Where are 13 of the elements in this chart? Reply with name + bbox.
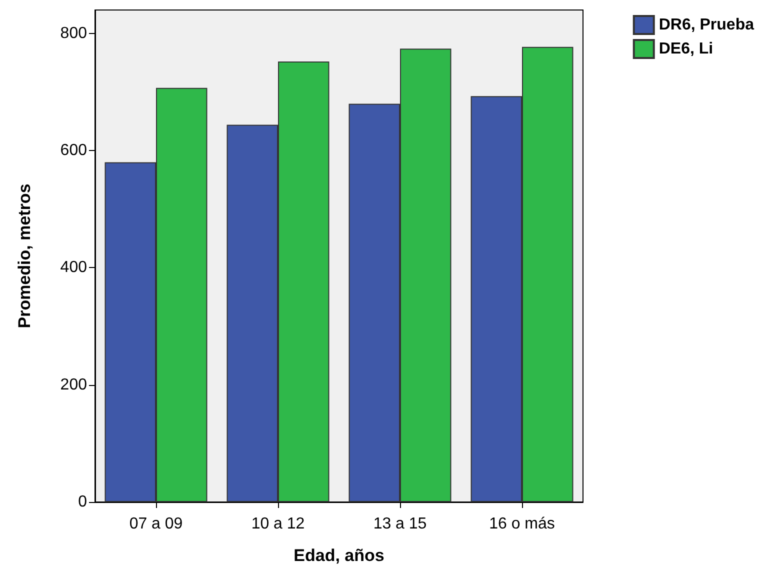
x-axis-title: Edad, años <box>294 546 384 565</box>
x-tick-label: 10 a 12 <box>251 516 305 532</box>
y-tick-label: 0 <box>78 494 88 510</box>
x-tick-label: 07 a 09 <box>129 516 183 532</box>
legend-label: DR6, Prueba <box>658 16 754 34</box>
y-tick-label: 400 <box>60 259 88 276</box>
y-tick-label: 600 <box>60 142 88 160</box>
x-tick-label: 13 a 15 <box>373 516 427 532</box>
x-tick-label: 16 o más <box>489 516 555 532</box>
y-axis-title: Promedio, metros <box>15 184 34 328</box>
y-tick-label: 800 <box>60 24 88 42</box>
y-tick-label: 200 <box>60 376 88 394</box>
legend-label: DE6, Li <box>658 40 714 58</box>
